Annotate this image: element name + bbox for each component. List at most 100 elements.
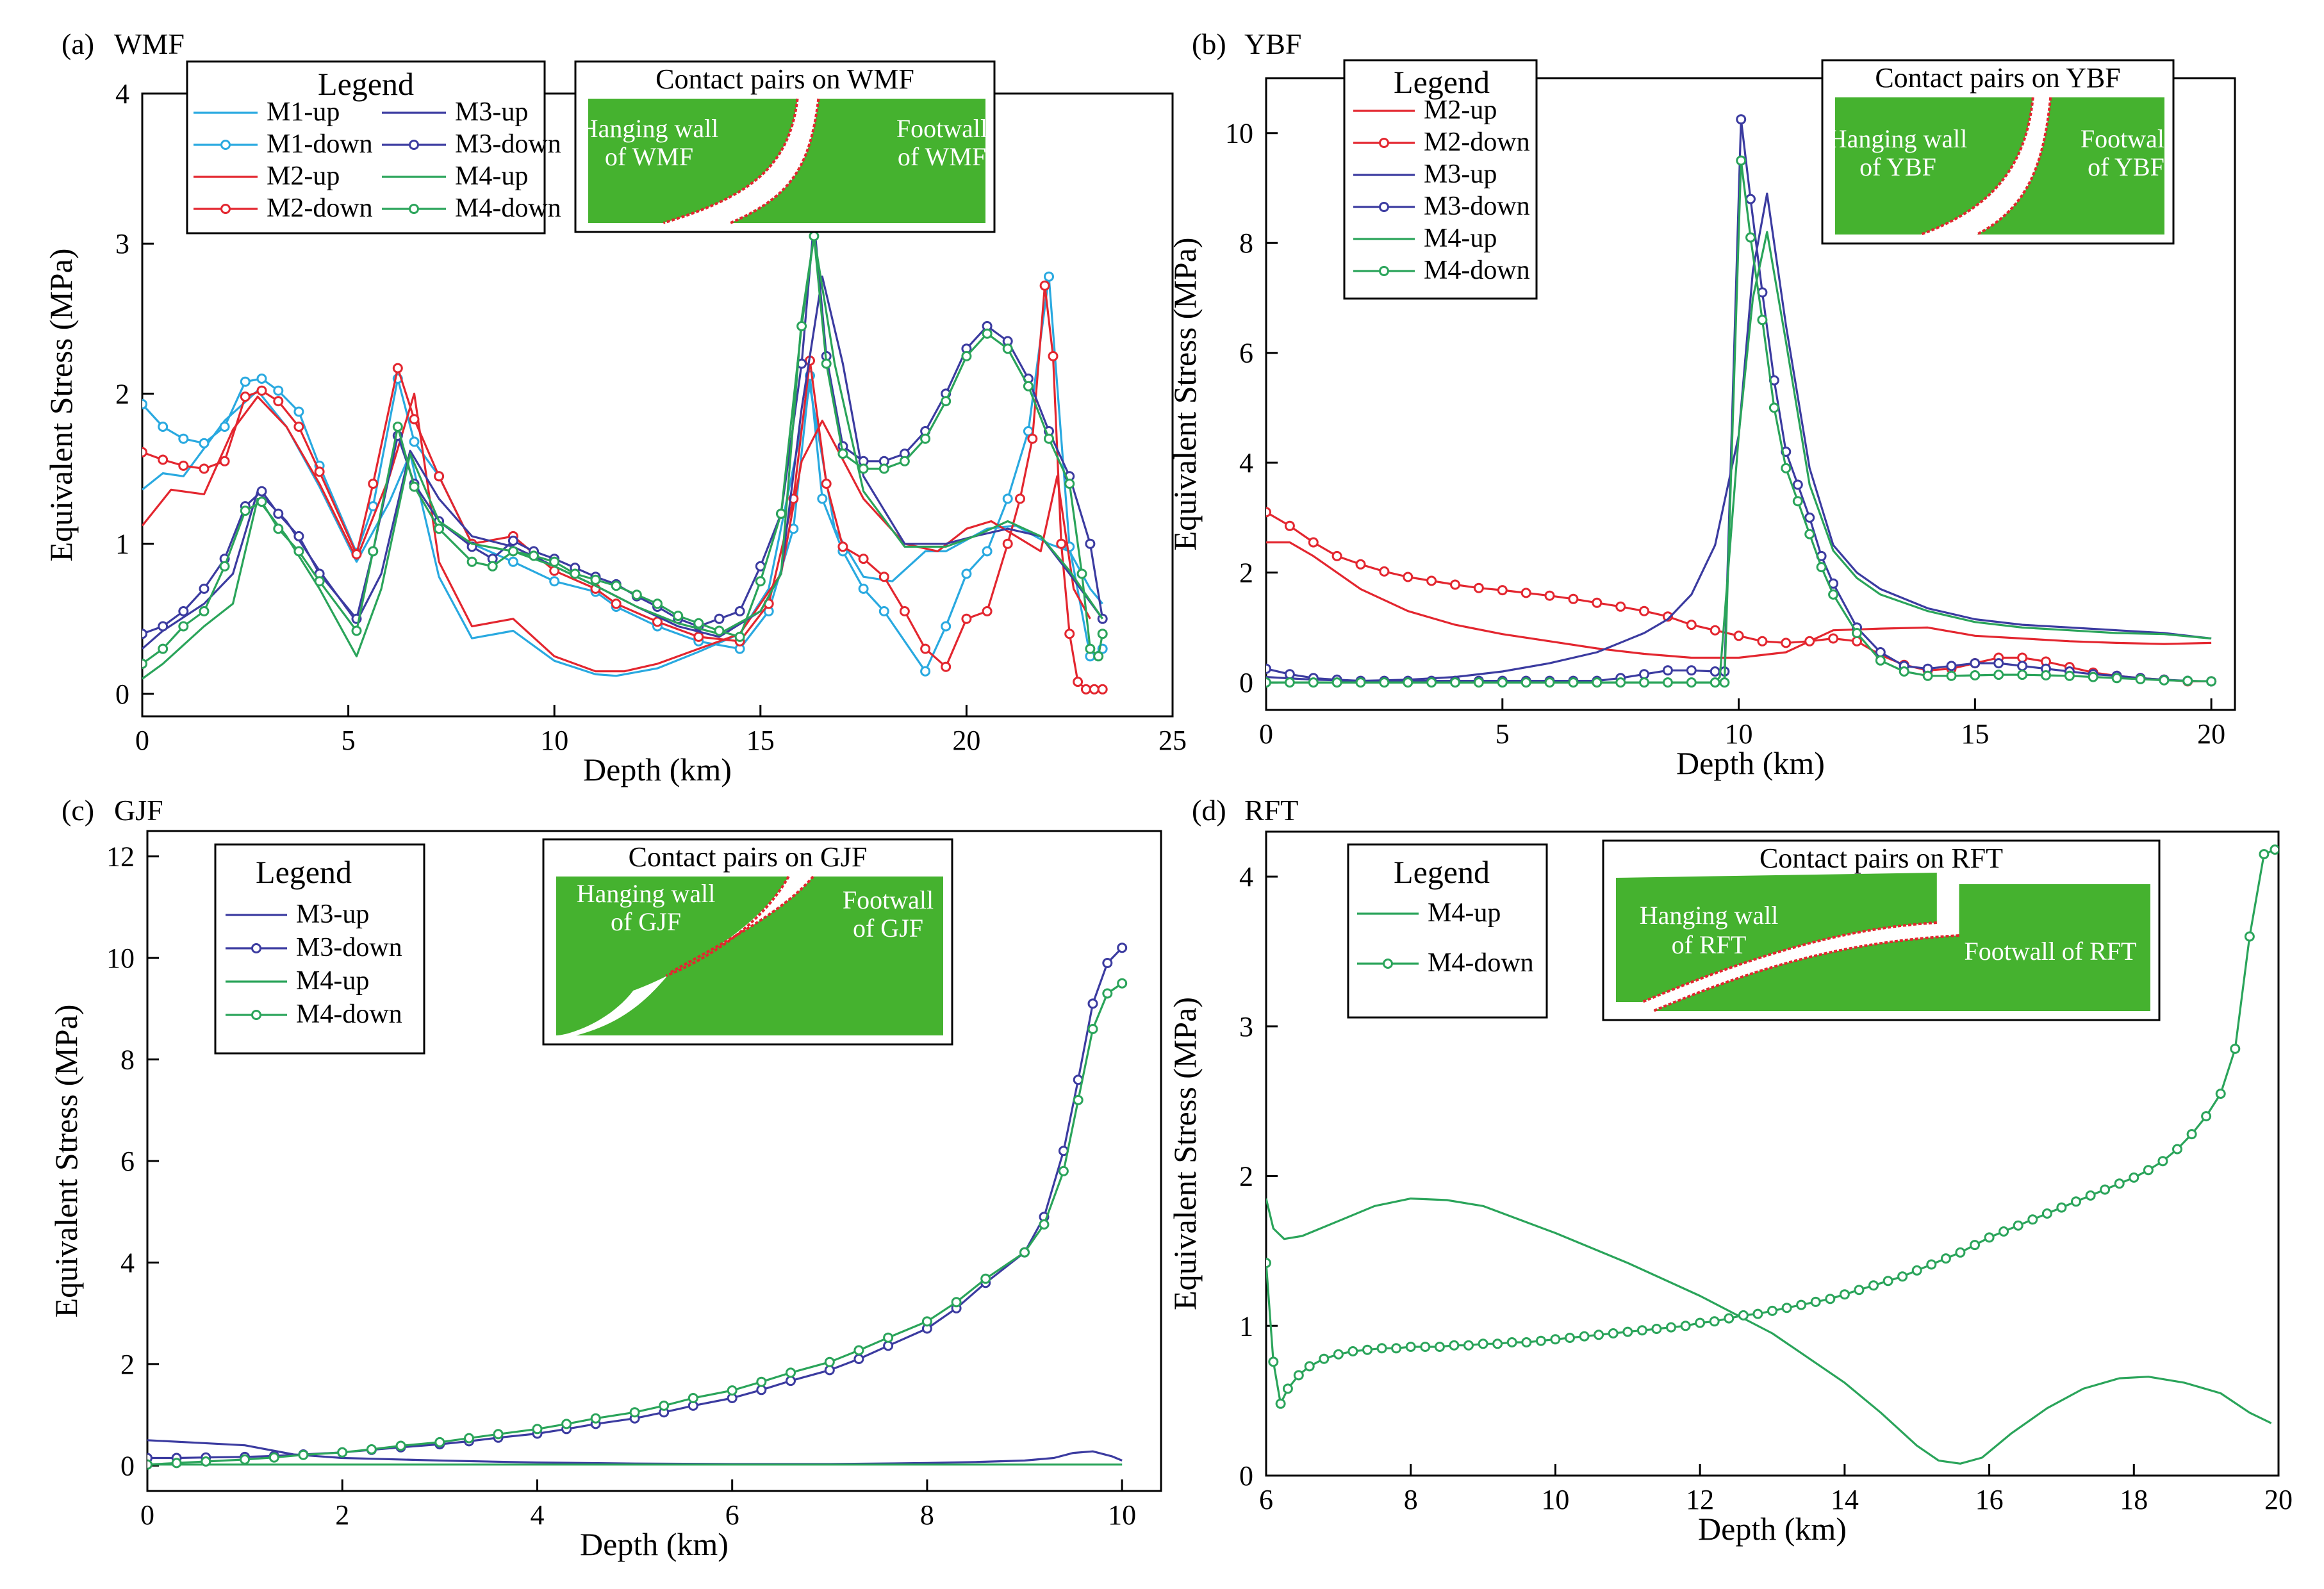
legend-label: M4-up [296, 966, 369, 996]
hanging-wall-label: of WMF [605, 142, 693, 171]
footwall-label: of WMF [898, 142, 986, 171]
data-point [1403, 572, 1413, 582]
footwall-label: Footwall [2081, 124, 2172, 153]
data-point [392, 363, 403, 374]
data-point [693, 618, 704, 629]
data-point [982, 606, 993, 616]
data-point [1719, 677, 1730, 688]
data-point [178, 606, 189, 616]
data-point [434, 1437, 445, 1447]
data-point [1639, 669, 1649, 680]
y-tick-label: 2 [1239, 1161, 1253, 1192]
data-point [652, 598, 663, 609]
legend-label: M1-down [267, 129, 373, 159]
y-tick-label: 0 [1239, 1460, 1253, 1492]
data-point [590, 574, 601, 585]
series-M4-up [142, 235, 1104, 680]
legend-marker [220, 140, 231, 150]
y-axis-title: Equivalent Stress (MPa) [1167, 238, 1203, 551]
legend-label: M2-down [1424, 128, 1530, 157]
data-point [2017, 652, 2028, 663]
x-tick-label: 10 [1541, 1484, 1569, 1515]
data-point [1056, 538, 1067, 549]
legend-label: M4-down [1428, 948, 1534, 978]
data-point [314, 466, 325, 477]
data-point [273, 523, 284, 534]
contact-line-upper [663, 98, 799, 224]
data-point [240, 391, 251, 402]
data-point [2159, 675, 2170, 686]
data-point [1379, 566, 1390, 577]
data-point [256, 486, 267, 497]
data-point [2143, 1165, 2154, 1176]
data-point [1899, 666, 1909, 677]
data-point [256, 374, 267, 384]
data-point [199, 438, 210, 449]
legend-item: M1-up [194, 97, 340, 127]
data-point [1085, 538, 1096, 549]
data-point [1019, 1247, 1030, 1258]
series-line [1266, 118, 2212, 682]
data-point [1897, 1271, 1908, 1282]
data-point [368, 479, 379, 489]
data-point [1391, 1343, 1402, 1354]
legend-label: M2-up [1424, 95, 1497, 125]
data-point [2182, 675, 2193, 686]
y-tick-label: 1 [115, 529, 129, 560]
data-point [1058, 1165, 1069, 1176]
legend-item: M4-down [226, 1000, 402, 1029]
series-M3-down [142, 216, 1108, 639]
x-tick-label: 0 [140, 1499, 154, 1531]
contact-line-upper [1920, 97, 2034, 236]
data-point [824, 1356, 835, 1367]
data-point [1767, 1305, 1777, 1316]
data-point [714, 613, 725, 624]
x-tick-label: 25 [1158, 725, 1187, 756]
legend: Legend M3-up M3-down M4-up M4-down [214, 843, 425, 1055]
data-point [1839, 1289, 1850, 1300]
inset-title: Contact pairs on RFT [1759, 843, 2003, 874]
contact-line-lower [1976, 97, 2052, 236]
data-point [142, 659, 147, 669]
x-tick-label: 8 [1404, 1484, 1418, 1515]
data-point [1757, 636, 1768, 646]
panel-label: (c) [62, 794, 94, 827]
legend-label: M4-down [296, 1000, 402, 1029]
data-point [1275, 1398, 1286, 1409]
data-point [1662, 665, 1673, 676]
data-point [1426, 575, 1437, 586]
series-line [147, 982, 1123, 1466]
y-tick-label: 8 [120, 1044, 135, 1076]
data-point [2100, 1184, 2111, 1195]
data-point [2172, 1144, 2182, 1155]
data-point [714, 625, 725, 636]
legend-item: M3-up [382, 97, 528, 127]
data-point [1331, 677, 1342, 688]
data-point [1473, 582, 1484, 593]
data-point [368, 546, 379, 557]
data-point [199, 583, 210, 594]
data-point [549, 556, 560, 567]
data-point [1048, 350, 1059, 361]
data-point [858, 463, 869, 474]
data-point [1854, 1285, 1865, 1296]
legend-marker [409, 204, 419, 214]
x-tick-label: 14 [1831, 1484, 1859, 1515]
data-point [507, 536, 518, 546]
legend-item: M3-down [382, 129, 561, 159]
legend-item: M4-down [1357, 948, 1534, 978]
data-point [337, 1447, 348, 1458]
legend-label: M3-down [296, 933, 402, 962]
data-point [899, 456, 910, 466]
legend-item: M4-up [226, 966, 369, 996]
x-tick-label: 10 [1108, 1499, 1136, 1531]
y-tick-label: 6 [120, 1146, 135, 1177]
legend-marker [220, 204, 231, 214]
data-point [1970, 670, 1981, 680]
data-point [1355, 677, 1366, 688]
data-point [219, 456, 230, 466]
legend-frame [186, 60, 546, 235]
data-point [1039, 280, 1050, 291]
data-point [1825, 1294, 1836, 1305]
